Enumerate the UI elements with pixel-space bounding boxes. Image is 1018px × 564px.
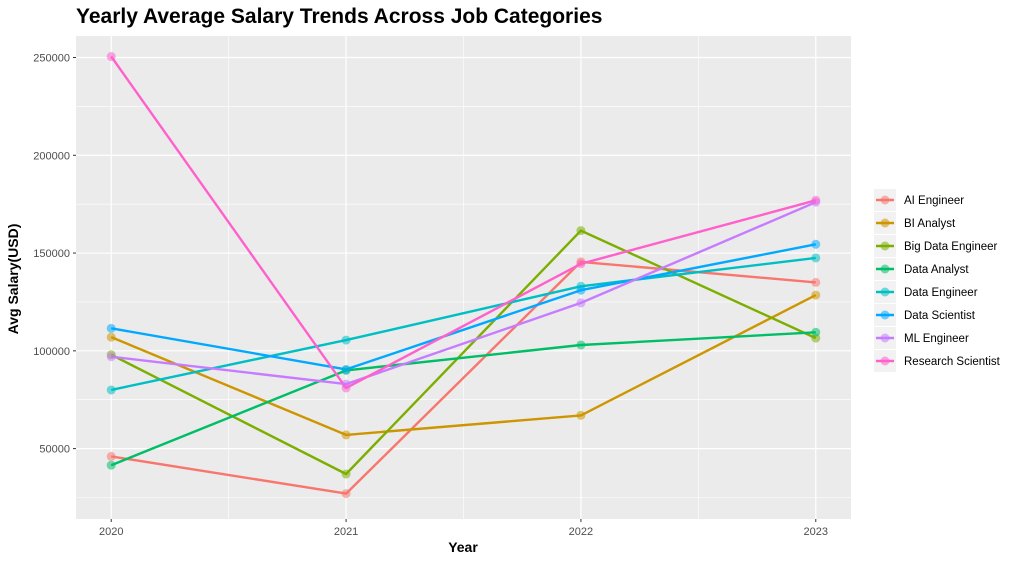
legend-key-point (880, 218, 890, 228)
legend-label: Research Scientist (904, 356, 1001, 368)
legend-key-point (880, 241, 890, 251)
y-tick-label: 250000 (33, 53, 70, 65)
data-point (106, 52, 116, 62)
legend-label: Data Analyst (904, 264, 969, 276)
series-line-7 (110, 55, 817, 390)
y-axis-title: Avg Salary(USD) (5, 224, 21, 335)
data-point (811, 277, 821, 287)
legend-key-point (880, 356, 890, 366)
data-point (341, 489, 351, 499)
data-point (811, 327, 821, 337)
x-axis-ticks: 2020 2021 2022 2023 (99, 519, 828, 538)
data-point (106, 385, 116, 395)
data-point (106, 451, 116, 461)
legend-label: Big Data Engineer (904, 241, 998, 253)
series-lines (110, 55, 817, 495)
data-point (811, 290, 821, 300)
data-point (341, 430, 351, 440)
legend-label: Data Engineer (904, 287, 978, 299)
y-tick-label: 150000 (33, 248, 70, 260)
legend-label: ML Engineer (904, 333, 969, 345)
series-line-1 (110, 294, 817, 437)
data-point (106, 460, 116, 470)
x-tick-label: 2020 (99, 526, 123, 538)
data-point (811, 195, 821, 205)
data-point (576, 410, 586, 420)
legend: AI Engineer BI Analyst Big Data Engineer Da… (874, 189, 1001, 372)
data-point (576, 259, 586, 269)
legend-label: AI Engineer (904, 195, 964, 207)
legend-key-point (880, 287, 890, 297)
y-axis-ticks: 50000 100000 150000 200000 250000 (33, 53, 76, 456)
data-point (576, 340, 586, 350)
series-line-4 (110, 256, 816, 392)
data-point (341, 364, 351, 374)
data-point (341, 383, 351, 393)
data-point (576, 298, 586, 308)
data-point (811, 253, 821, 263)
x-tick-label: 2021 (334, 526, 358, 538)
legend-key-point (880, 264, 890, 274)
data-point (576, 285, 586, 295)
legend-key-point (880, 310, 890, 320)
data-point (106, 352, 116, 362)
data-point (341, 469, 351, 479)
y-tick-label: 100000 (33, 346, 70, 358)
minor-gridlines (76, 36, 851, 519)
series-line-6 (111, 201, 817, 386)
x-axis-title: Year (448, 539, 478, 555)
data-point (811, 239, 821, 249)
x-tick-label: 2023 (804, 526, 828, 538)
y-tick-label: 200000 (33, 150, 70, 162)
legend-key-point (880, 195, 890, 205)
data-point (106, 332, 116, 342)
chart-title: Yearly Average Salary Trends Across Job … (76, 5, 602, 28)
series-line-5 (110, 243, 817, 371)
series-line-3 (110, 331, 816, 467)
legend-key-point (880, 333, 890, 343)
data-point (106, 323, 116, 333)
y-tick-label: 50000 (39, 444, 70, 456)
legend-label: Data Scientist (904, 310, 976, 322)
series-line-2 (110, 229, 817, 476)
legend-label: BI Analyst (904, 218, 956, 230)
x-tick-label: 2022 (569, 526, 593, 538)
data-point (341, 335, 351, 345)
data-point (576, 226, 586, 236)
series-points (106, 52, 821, 499)
